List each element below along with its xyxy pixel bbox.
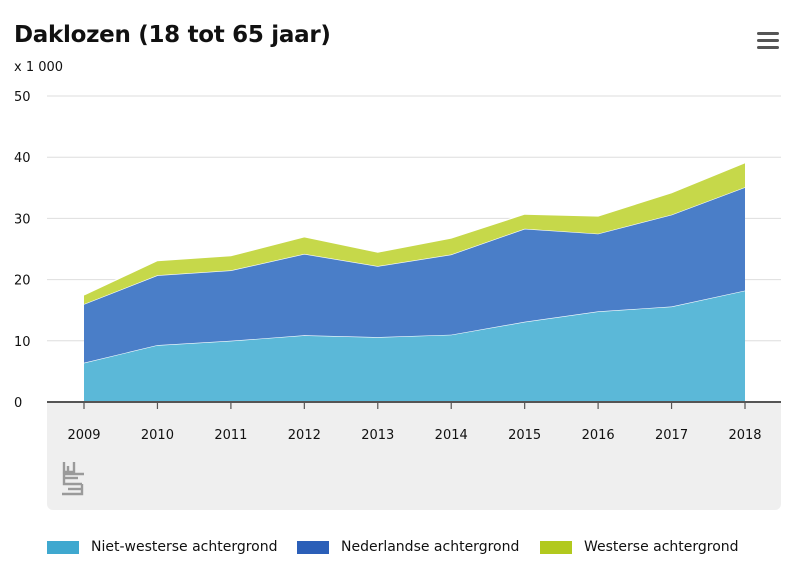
y-tick-label: 30 <box>14 212 31 227</box>
legend-swatch <box>540 540 572 554</box>
legend-item-westerse[interactable]: Westerse achtergrond <box>540 539 739 555</box>
x-tick-label: 2014 <box>435 428 468 443</box>
legend-item-nederlandse[interactable]: Nederlandse achtergrond <box>297 539 519 555</box>
x-tick-label: 2012 <box>288 428 321 443</box>
hamburger-menu-icon[interactable] <box>757 32 779 50</box>
unit-label: x 1 000 <box>14 60 64 75</box>
y-tick-label: 50 <box>14 90 31 105</box>
legend-label: Westerse achtergrond <box>584 539 739 555</box>
legend-item-niet-westerse[interactable]: Niet-westerse achtergrond <box>47 539 278 555</box>
x-tick-label: 2010 <box>141 428 174 443</box>
x-tick-label: 2016 <box>582 428 615 443</box>
x-tick-label: 2009 <box>67 428 100 443</box>
legend-swatch <box>297 540 329 554</box>
x-axis-background <box>47 403 781 510</box>
x-tick-label: 2013 <box>361 428 394 443</box>
y-tick-label: 40 <box>14 151 31 166</box>
area-series-edge <box>83 162 746 296</box>
x-tick-label: 2015 <box>508 428 541 443</box>
y-tick-label: 20 <box>14 274 31 289</box>
y-tick-label: 10 <box>14 335 31 350</box>
cbs-logo-icon <box>62 462 84 496</box>
legend-label: Nederlandse achtergrond <box>341 539 520 555</box>
x-tick-label: 2011 <box>214 428 247 443</box>
legend-label: Niet-westerse achtergrond <box>91 539 278 555</box>
area-series-0 <box>84 290 745 402</box>
legend-swatch <box>47 540 79 554</box>
y-tick-label: 0 <box>14 396 22 411</box>
legend: Niet-westerse achtergrond Nederlandse ac… <box>0 536 801 562</box>
area-series-1 <box>84 187 745 363</box>
x-tick-label: 2017 <box>655 428 688 443</box>
chart-title: Daklozen (18 tot 65 jaar) <box>14 22 331 48</box>
x-tick-label: 2018 <box>728 428 761 443</box>
